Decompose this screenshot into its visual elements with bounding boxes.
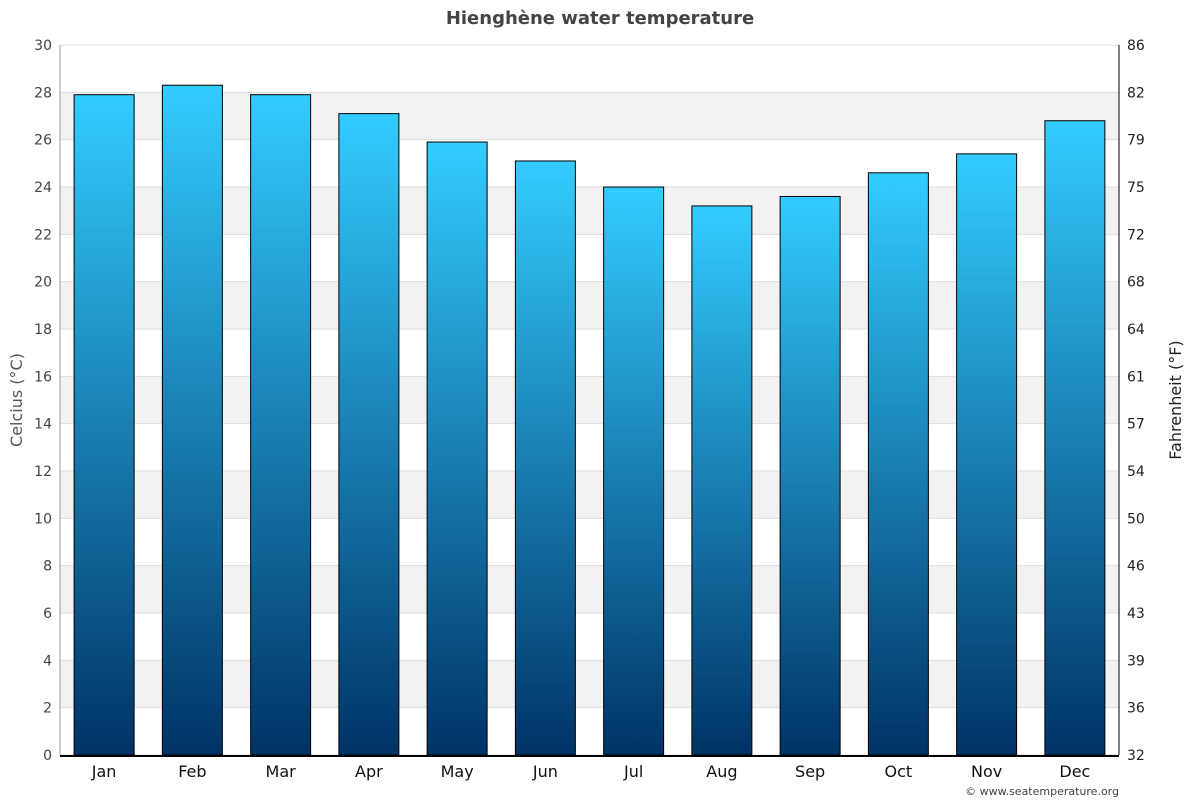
x-tick-label: May	[441, 762, 474, 781]
x-tick-label: Jan	[91, 762, 117, 781]
y-tick-label-right: 79	[1127, 133, 1145, 149]
bar-jan	[73, 94, 135, 756]
y-tick-label-right: 43	[1127, 606, 1145, 622]
y-tick-label-right: 72	[1127, 227, 1145, 243]
y-tick-label: 16	[34, 369, 52, 385]
x-tick-label: Sep	[795, 762, 825, 781]
y-tick-label: 18	[34, 322, 52, 338]
grid-band	[60, 376, 1119, 424]
y-tick-label: 2	[43, 701, 52, 717]
bar-aug	[691, 205, 753, 756]
y-tick-label-right: 68	[1127, 275, 1145, 291]
y-tick-label-right: 39	[1127, 653, 1145, 669]
x-tick-label: Dec	[1059, 762, 1090, 781]
grid-band	[60, 92, 1119, 140]
bar-sep	[779, 195, 841, 756]
y-tick-label-right: 32	[1127, 748, 1145, 764]
y-tick-label-right: 86	[1127, 38, 1145, 54]
y-tick-label: 28	[34, 85, 52, 101]
y-tick-label: 8	[43, 559, 52, 575]
y-tick-label: 30	[34, 38, 52, 54]
x-tick-label: Apr	[355, 762, 383, 781]
x-tick-label: Oct	[885, 762, 913, 781]
bar-nov	[956, 153, 1018, 756]
y-tick-label: 10	[34, 511, 52, 527]
credit-text: © www.seatemperature.org	[965, 785, 1119, 798]
bar-jun	[514, 160, 576, 756]
bar-oct	[867, 172, 929, 756]
x-tick-label: Feb	[178, 762, 206, 781]
x-tick-label: Mar	[266, 762, 297, 781]
y-tick-label-right: 75	[1127, 180, 1145, 196]
y-tick-label-right: 46	[1127, 559, 1145, 575]
grid-band	[60, 281, 1119, 329]
y-tick-label-right: 64	[1127, 322, 1145, 338]
x-tick-label: Nov	[971, 762, 1002, 781]
y-axis-label-left: Celcius (°C)	[7, 353, 26, 447]
x-tick-label: Jun	[532, 762, 558, 781]
x-tick-label: Jul	[623, 762, 643, 781]
y-tick-label: 14	[34, 417, 52, 433]
y-tick-label-right: 36	[1127, 701, 1145, 717]
grid-band	[60, 187, 1119, 235]
y-tick-label-right: 54	[1127, 464, 1145, 480]
y-tick-label: 22	[34, 227, 52, 243]
chart-title: Hienghène water temperature	[445, 8, 755, 29]
bar-mar	[250, 94, 312, 756]
grid-band	[60, 660, 1119, 708]
y-tick-label: 24	[34, 180, 52, 196]
bar-jul	[603, 186, 665, 756]
bar-feb	[161, 84, 223, 756]
y-tick-label-right: 82	[1127, 85, 1145, 101]
y-tick-label: 6	[43, 606, 52, 622]
grid-band	[60, 565, 1119, 613]
bar-may	[426, 141, 488, 756]
y-tick-label: 12	[34, 464, 52, 480]
y-tick-label-right: 57	[1127, 417, 1145, 433]
bar-dec	[1044, 120, 1106, 756]
y-tick-label: 4	[43, 653, 52, 669]
x-tick-label: Aug	[706, 762, 737, 781]
grid-band	[60, 471, 1119, 519]
y-tick-label: 26	[34, 133, 52, 149]
bar-apr	[338, 113, 400, 756]
y-tick-label-right: 61	[1127, 369, 1145, 385]
y-tick-label: 0	[43, 748, 52, 764]
y-axis-label-right: Fahrenheit (°F)	[1166, 340, 1185, 459]
y-tick-label-right: 50	[1127, 511, 1145, 527]
y-tick-label: 20	[34, 275, 52, 291]
